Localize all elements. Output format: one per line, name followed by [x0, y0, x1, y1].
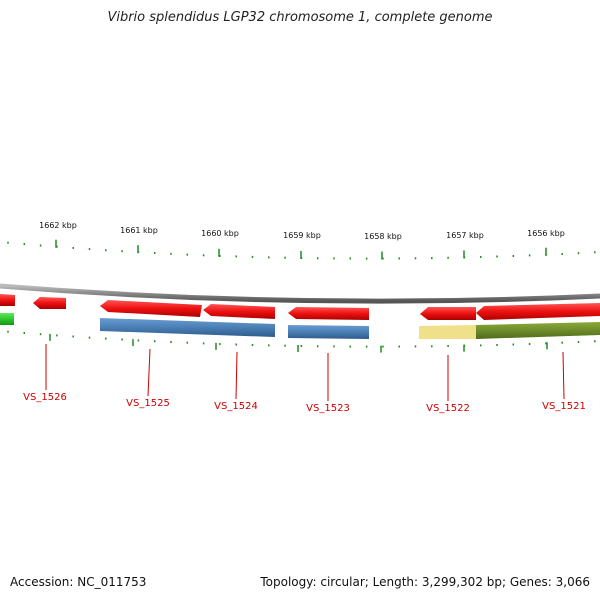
gene-bar[interactable]: [100, 318, 275, 337]
callout-line: [235, 351, 238, 400]
inner-tick-ring: [7, 330, 596, 353]
scale-label: 1659 kbp: [283, 231, 321, 240]
gene-label-vs-1523[interactable]: VS_1523: [306, 403, 350, 414]
gene-labels: VS_1526 VS_1525 VS_1524 VS_1523 VS_1522 …: [23, 392, 586, 414]
scale-label: 1660 kbp: [201, 229, 239, 238]
pale-feature[interactable]: [419, 325, 476, 339]
scale-label: 1661 kbp: [120, 226, 158, 235]
scale-labels: 1662 kbp 1661 kbp 1660 kbp 1659 kbp 1658…: [39, 221, 565, 241]
outer-tick-ring: [7, 239, 596, 260]
other-features: [0, 313, 600, 339]
genome-summary-text: Topology: circular; Length: 3,299,302 bp…: [260, 575, 590, 589]
olive-feature[interactable]: [476, 322, 600, 339]
gene-label-vs-1526[interactable]: VS_1526: [23, 392, 67, 403]
gene-label-vs-1525[interactable]: VS_1525: [126, 398, 170, 409]
gene-label-vs-1524[interactable]: VS_1524: [214, 401, 258, 412]
scale-label: 1656 kbp: [527, 229, 565, 238]
reverse-strand-genes: [100, 318, 369, 339]
scale-label: 1657 kbp: [446, 231, 484, 240]
gene-arrow[interactable]: [476, 303, 600, 320]
scale-label: 1658 kbp: [364, 232, 402, 241]
callout-line: [562, 351, 565, 400]
gene-arrow[interactable]: [33, 297, 66, 309]
forward-strand-genes: [0, 294, 600, 320]
gene-label-vs-1522[interactable]: VS_1522: [426, 403, 470, 414]
green-feature[interactable]: [0, 313, 14, 325]
scale-label: 1662 kbp: [39, 221, 77, 230]
gene-label-vs-1521[interactable]: VS_1521: [542, 401, 586, 412]
gene-arrow[interactable]: [203, 304, 275, 319]
gene-bar[interactable]: [288, 325, 369, 339]
gene-arrow[interactable]: [0, 294, 15, 306]
gene-callouts: [45, 344, 565, 401]
gene-arrow[interactable]: [100, 300, 202, 317]
callout-line: [147, 348, 151, 397]
gene-arrow[interactable]: [420, 307, 476, 320]
genome-backbone: [0, 283, 600, 304]
accession-text: Accession: NC_011753: [10, 575, 147, 589]
map-title: Vibrio splendidus LGP32 chromosome 1, co…: [107, 10, 493, 25]
gene-arrow[interactable]: [288, 307, 369, 320]
